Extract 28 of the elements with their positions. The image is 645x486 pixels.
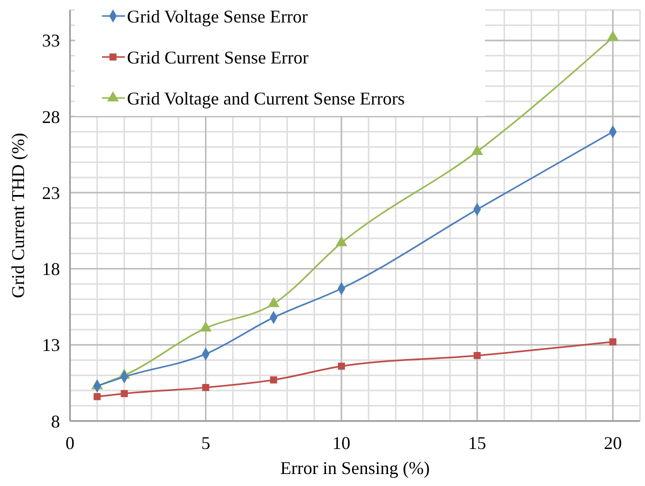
x-tick-label: 15 [468, 433, 486, 453]
x-axis-title: Error in Sensing (%) [280, 458, 430, 478]
point [202, 384, 210, 392]
legend-label: Grid Voltage and Current Sense Errors [127, 88, 405, 108]
y-tick-label: 28 [42, 106, 60, 127]
point [336, 236, 348, 246]
point [94, 393, 101, 400]
point [474, 352, 481, 360]
y-tick-label: 8 [51, 411, 60, 432]
point [338, 362, 345, 370]
x-tick-label: 20 [604, 433, 622, 453]
y-tick-label: 13 [42, 335, 60, 356]
y-axis-title: Grid Current THD (%) [8, 132, 28, 298]
legend-label: Grid Voltage Sense Error [127, 6, 308, 26]
point [471, 144, 484, 155]
y-tick-label: 23 [42, 182, 60, 203]
point [268, 296, 280, 308]
x-tick-label: 0 [66, 433, 74, 453]
legend-label: Grid Current Sense Error [127, 47, 308, 68]
point [270, 376, 278, 384]
y-tick-label: 18 [42, 259, 60, 280]
point [609, 338, 616, 346]
x-tick-label: 10 [332, 433, 350, 453]
point [200, 321, 212, 332]
x-tick-label: 5 [201, 433, 210, 453]
point [120, 390, 128, 398]
point [606, 30, 619, 41]
y-tick-label: 33 [42, 30, 60, 51]
